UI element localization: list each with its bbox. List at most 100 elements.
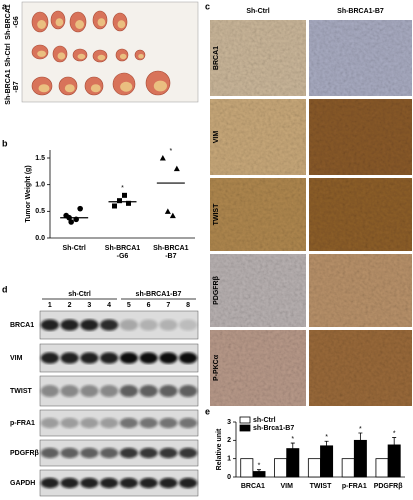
ihc-image [210, 99, 306, 175]
blot-band [40, 477, 59, 489]
tumor-highlight [55, 18, 64, 27]
x-tick-label: Sh-BRCA1 [153, 245, 188, 252]
x-tick-label: Sh-Ctrl [62, 245, 85, 252]
tumor-highlight [138, 54, 144, 59]
ihc-image [210, 178, 306, 251]
data-point [122, 192, 127, 198]
y-tick-label: 1 [227, 456, 231, 463]
blot-band [60, 477, 79, 489]
blot-band [100, 385, 119, 397]
panel-letter: c [205, 1, 210, 11]
ihc-image [309, 99, 412, 175]
blot-band [139, 447, 158, 459]
tumor-highlight [57, 52, 66, 60]
row-label: VIM [213, 131, 220, 144]
row-label: BRCA1 [10, 322, 34, 329]
group-label: sh-BRCA1-B7 [136, 291, 182, 298]
tumor-highlight [117, 20, 126, 29]
group-label: sh-Ctrl [68, 291, 91, 298]
row-label: PDGFRβ [213, 275, 220, 305]
ihc-image [309, 178, 412, 251]
blot-band [159, 417, 178, 429]
ihc-grid [210, 20, 412, 406]
ihc-image [309, 20, 412, 96]
lane-label: 3 [87, 302, 91, 309]
blot-band [139, 319, 158, 331]
y-tick-label: 1.5 [35, 155, 45, 162]
bar [274, 458, 288, 478]
tumor-highlight [38, 84, 50, 93]
error-bar [290, 442, 295, 449]
bar [240, 458, 254, 478]
tumor-highlight [77, 53, 86, 60]
x-tick-label: PDGFRβ [374, 483, 404, 490]
bar [320, 445, 334, 478]
data-point [159, 155, 166, 161]
blot-band [60, 417, 79, 429]
blot-band [119, 352, 138, 364]
blot-band [100, 477, 119, 489]
error-bar [392, 437, 397, 445]
error-bar [358, 432, 363, 441]
row-label: -B7 [13, 81, 20, 92]
ihc-image [210, 254, 306, 327]
blot-band [179, 477, 198, 489]
tumor-highlight [119, 53, 127, 60]
data-point [117, 198, 122, 204]
blot-band [100, 447, 119, 459]
blot-band [40, 352, 59, 364]
row-label: p-FRA1 [10, 420, 35, 427]
y-tick-label: 0.0 [35, 235, 45, 242]
row-label: GAPDH [10, 480, 35, 487]
ihc-image [309, 330, 412, 406]
panel-letter: d [2, 284, 8, 294]
legend-swatch [239, 416, 251, 424]
y-tick-label: 0 [227, 474, 231, 481]
significance: * [258, 463, 261, 470]
y-tick-label: 0.5 [35, 208, 45, 215]
blot-band [60, 385, 79, 397]
blot-band [139, 385, 158, 397]
significance: * [169, 148, 172, 155]
legend-label: sh-Ctrl [253, 417, 276, 424]
data-point [77, 205, 83, 212]
blot-band [139, 477, 158, 489]
row-label: Sh-BRCA1 [5, 4, 12, 39]
tumor-highlight [64, 84, 75, 93]
blot-band [40, 447, 59, 459]
row-label: Sh-Ctrl [5, 43, 12, 66]
blot-band [139, 417, 158, 429]
x-tick-label: -B7 [165, 253, 176, 260]
blot-band [119, 477, 138, 489]
data-point [164, 208, 171, 214]
ihc-image [309, 254, 412, 327]
blot-band [100, 352, 119, 364]
bar [387, 444, 401, 478]
blot-band [80, 352, 99, 364]
tumor-highlight [97, 54, 106, 61]
lane-label: 2 [68, 302, 72, 309]
legend-swatch [239, 424, 251, 432]
blot-band [159, 447, 178, 459]
blot-band [119, 447, 138, 459]
blot-band [139, 352, 158, 364]
blot-band [100, 417, 119, 429]
blot-band [159, 319, 178, 331]
significance: * [121, 185, 124, 192]
blot-band [159, 477, 178, 489]
blot-band [60, 447, 79, 459]
tumor-highlight [75, 20, 84, 29]
tumor-highlight [120, 81, 133, 92]
column-header: Sh-BRCA1-B7 [337, 8, 384, 15]
lane-label: 4 [107, 302, 111, 309]
data-point [169, 212, 176, 219]
row-label: Sh-BRCA1 [5, 69, 12, 104]
lane-label: 7 [166, 302, 170, 309]
blot-band [40, 417, 59, 429]
column-header: Sh-Ctrl [246, 8, 269, 15]
panel-letter: a [2, 1, 8, 11]
blot-band [179, 319, 198, 331]
row-label: VIM [10, 355, 23, 362]
error-bar [324, 440, 329, 446]
blot-band [179, 352, 198, 364]
